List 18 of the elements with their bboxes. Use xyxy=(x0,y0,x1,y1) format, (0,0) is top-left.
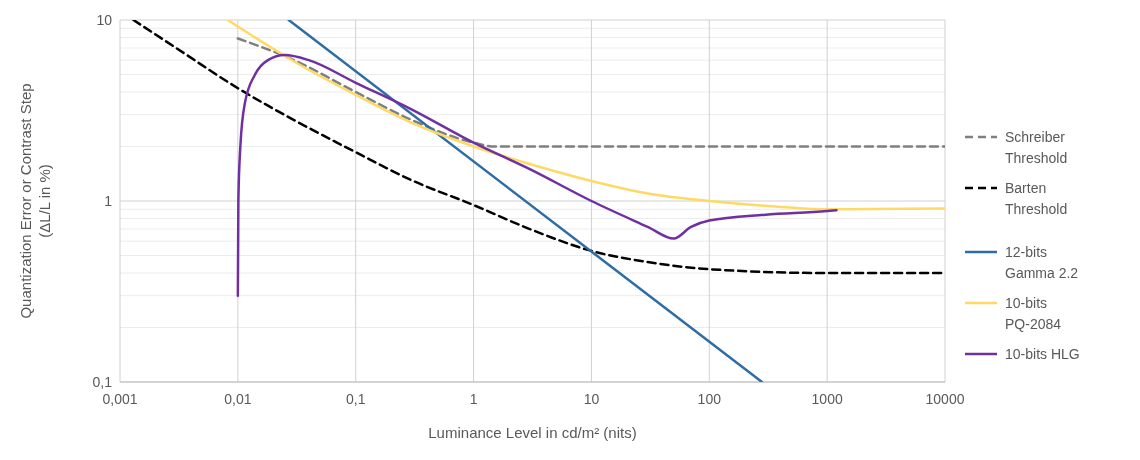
legend-label: Schreiber Threshold xyxy=(1005,129,1068,166)
x-axis-title: Luminance Level in cd/m² (nits) xyxy=(428,424,637,441)
x-tick-label: 0,1 xyxy=(345,391,366,407)
x-tick-label: 1000 xyxy=(811,391,843,407)
legend-label: Barten Threshold xyxy=(1005,180,1068,217)
x-tick-label: 10000 xyxy=(925,391,965,407)
x-tick-label: 0,01 xyxy=(224,391,252,407)
legend-label: 10-bits PQ-2084 xyxy=(1005,295,1062,332)
x-tick-label: 1 xyxy=(469,391,478,407)
y-tick-label: 0,1 xyxy=(92,374,113,390)
y-axis-title: Quantization Error or Contrast Step (ΔL/L in %) xyxy=(17,83,53,319)
x-tick-label: 100 xyxy=(697,391,722,407)
y-tick-label: 10 xyxy=(96,12,113,28)
y-tick-label: 1 xyxy=(104,193,113,209)
legend-label: 10-bits HLG xyxy=(1005,346,1080,362)
legend-label: 12-bits Gamma 2.2 xyxy=(1005,244,1079,281)
x-tick-label: 0,001 xyxy=(102,391,138,407)
x-tick-label: 10 xyxy=(583,391,600,407)
